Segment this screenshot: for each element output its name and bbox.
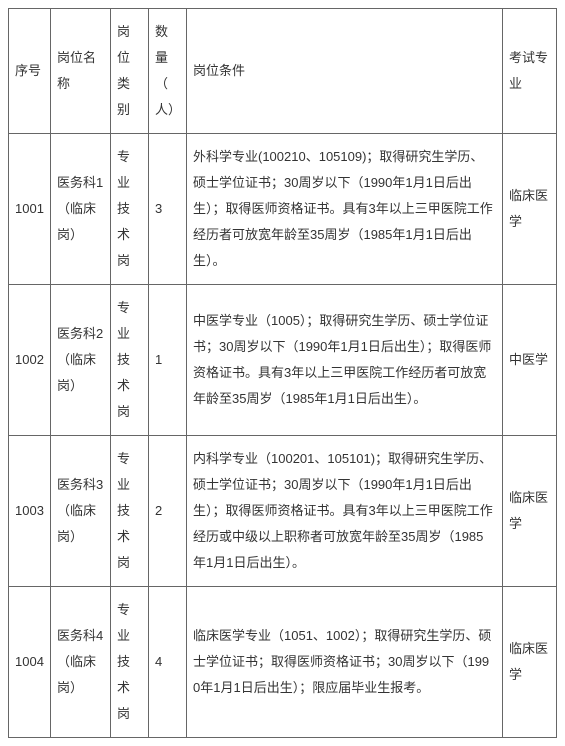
cell-seq: 1004 bbox=[9, 587, 51, 738]
cell-cond: 中医学专业（1005）；取得研究生学历、硕士学位证书；30周岁以下（1990年1… bbox=[187, 285, 503, 436]
cell-type: 专业技术岗 bbox=[111, 134, 149, 285]
header-cond: 岗位条件 bbox=[187, 9, 503, 134]
table-row: 1004 医务科4（临床岗） 专业技术岗 4 临床医学专业（1051、1002）… bbox=[9, 587, 557, 738]
cell-exam: 临床医学 bbox=[503, 587, 557, 738]
header-qty: 数量（人） bbox=[149, 9, 187, 134]
recruitment-table: 序号 岗位名称 岗位类别 数量（人） 岗位条件 考试专业 1001 医务科1（临… bbox=[8, 8, 557, 738]
cell-exam: 临床医学 bbox=[503, 134, 557, 285]
cell-name: 医务科3（临床岗） bbox=[51, 436, 111, 587]
header-row: 序号 岗位名称 岗位类别 数量（人） 岗位条件 考试专业 bbox=[9, 9, 557, 134]
table-row: 1001 医务科1（临床岗） 专业技术岗 3 外科学专业(100210、1051… bbox=[9, 134, 557, 285]
cell-cond: 临床医学专业（1051、1002）；取得研究生学历、硕士学位证书；取得医师资格证… bbox=[187, 587, 503, 738]
cell-qty: 2 bbox=[149, 436, 187, 587]
cell-exam: 中医学 bbox=[503, 285, 557, 436]
table-header: 序号 岗位名称 岗位类别 数量（人） 岗位条件 考试专业 bbox=[9, 9, 557, 134]
cell-type: 专业技术岗 bbox=[111, 285, 149, 436]
cell-exam: 临床医学 bbox=[503, 436, 557, 587]
cell-qty: 4 bbox=[149, 587, 187, 738]
cell-type: 专业技术岗 bbox=[111, 587, 149, 738]
cell-qty: 1 bbox=[149, 285, 187, 436]
cell-seq: 1001 bbox=[9, 134, 51, 285]
header-type: 岗位类别 bbox=[111, 9, 149, 134]
cell-type: 专业技术岗 bbox=[111, 436, 149, 587]
table-row: 1002 医务科2（临床岗） 专业技术岗 1 中医学专业（1005）；取得研究生… bbox=[9, 285, 557, 436]
cell-name: 医务科4（临床岗） bbox=[51, 587, 111, 738]
table-row: 1003 医务科3（临床岗） 专业技术岗 2 内科学专业（100201、1051… bbox=[9, 436, 557, 587]
cell-name: 医务科1（临床岗） bbox=[51, 134, 111, 285]
cell-name: 医务科2（临床岗） bbox=[51, 285, 111, 436]
header-name: 岗位名称 bbox=[51, 9, 111, 134]
cell-seq: 1003 bbox=[9, 436, 51, 587]
cell-qty: 3 bbox=[149, 134, 187, 285]
cell-seq: 1002 bbox=[9, 285, 51, 436]
header-exam: 考试专业 bbox=[503, 9, 557, 134]
cell-cond: 内科学专业（100201、105101)；取得研究生学历、硕士学位证书；30周岁… bbox=[187, 436, 503, 587]
table-body: 1001 医务科1（临床岗） 专业技术岗 3 外科学专业(100210、1051… bbox=[9, 134, 557, 738]
header-seq: 序号 bbox=[9, 9, 51, 134]
cell-cond: 外科学专业(100210、105109)；取得研究生学历、硕士学位证书；30周岁… bbox=[187, 134, 503, 285]
